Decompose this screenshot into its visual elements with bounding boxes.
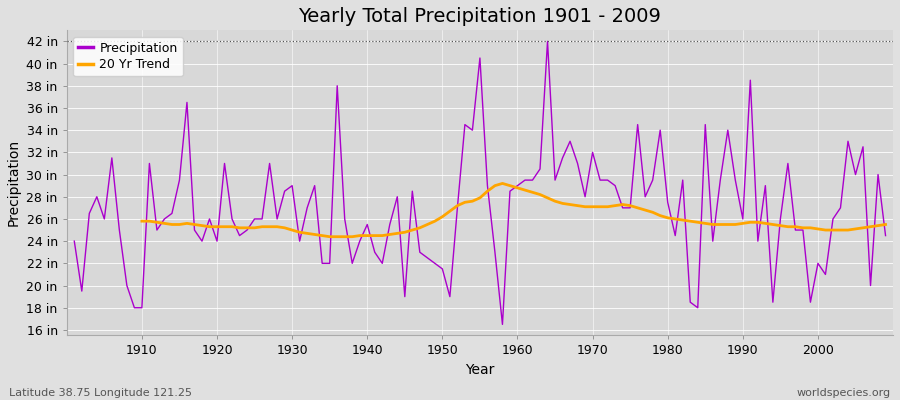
20 Yr Trend	[279, 226, 290, 230]
Title: Yearly Total Precipitation 1901 - 2009: Yearly Total Precipitation 1901 - 2009	[299, 7, 662, 26]
20 Yr Trend	[595, 204, 606, 209]
Y-axis label: Precipitation: Precipitation	[7, 139, 21, 226]
20 Yr Trend	[880, 222, 891, 227]
Precipitation	[129, 305, 140, 310]
20 Yr Trend	[324, 234, 335, 239]
Legend: Precipitation, 20 Yr Trend: Precipitation, 20 Yr Trend	[73, 36, 183, 76]
20 Yr Trend	[137, 219, 148, 224]
Precipitation	[497, 322, 508, 327]
Precipitation	[542, 39, 553, 44]
Text: worldspecies.org: worldspecies.org	[796, 388, 891, 398]
Line: 20 Yr Trend: 20 Yr Trend	[142, 184, 886, 237]
Precipitation	[519, 178, 530, 182]
20 Yr Trend	[535, 192, 545, 197]
Precipitation	[69, 239, 80, 244]
Line: Precipitation: Precipitation	[75, 41, 886, 324]
Precipitation	[880, 233, 891, 238]
X-axis label: Year: Year	[465, 363, 495, 377]
Precipitation	[512, 183, 523, 188]
20 Yr Trend	[497, 181, 508, 186]
20 Yr Trend	[310, 232, 320, 237]
Precipitation	[339, 216, 350, 221]
Precipitation	[617, 206, 628, 210]
20 Yr Trend	[858, 226, 868, 230]
Precipitation	[294, 239, 305, 244]
20 Yr Trend	[835, 228, 846, 232]
Text: Latitude 38.75 Longitude 121.25: Latitude 38.75 Longitude 121.25	[9, 388, 192, 398]
